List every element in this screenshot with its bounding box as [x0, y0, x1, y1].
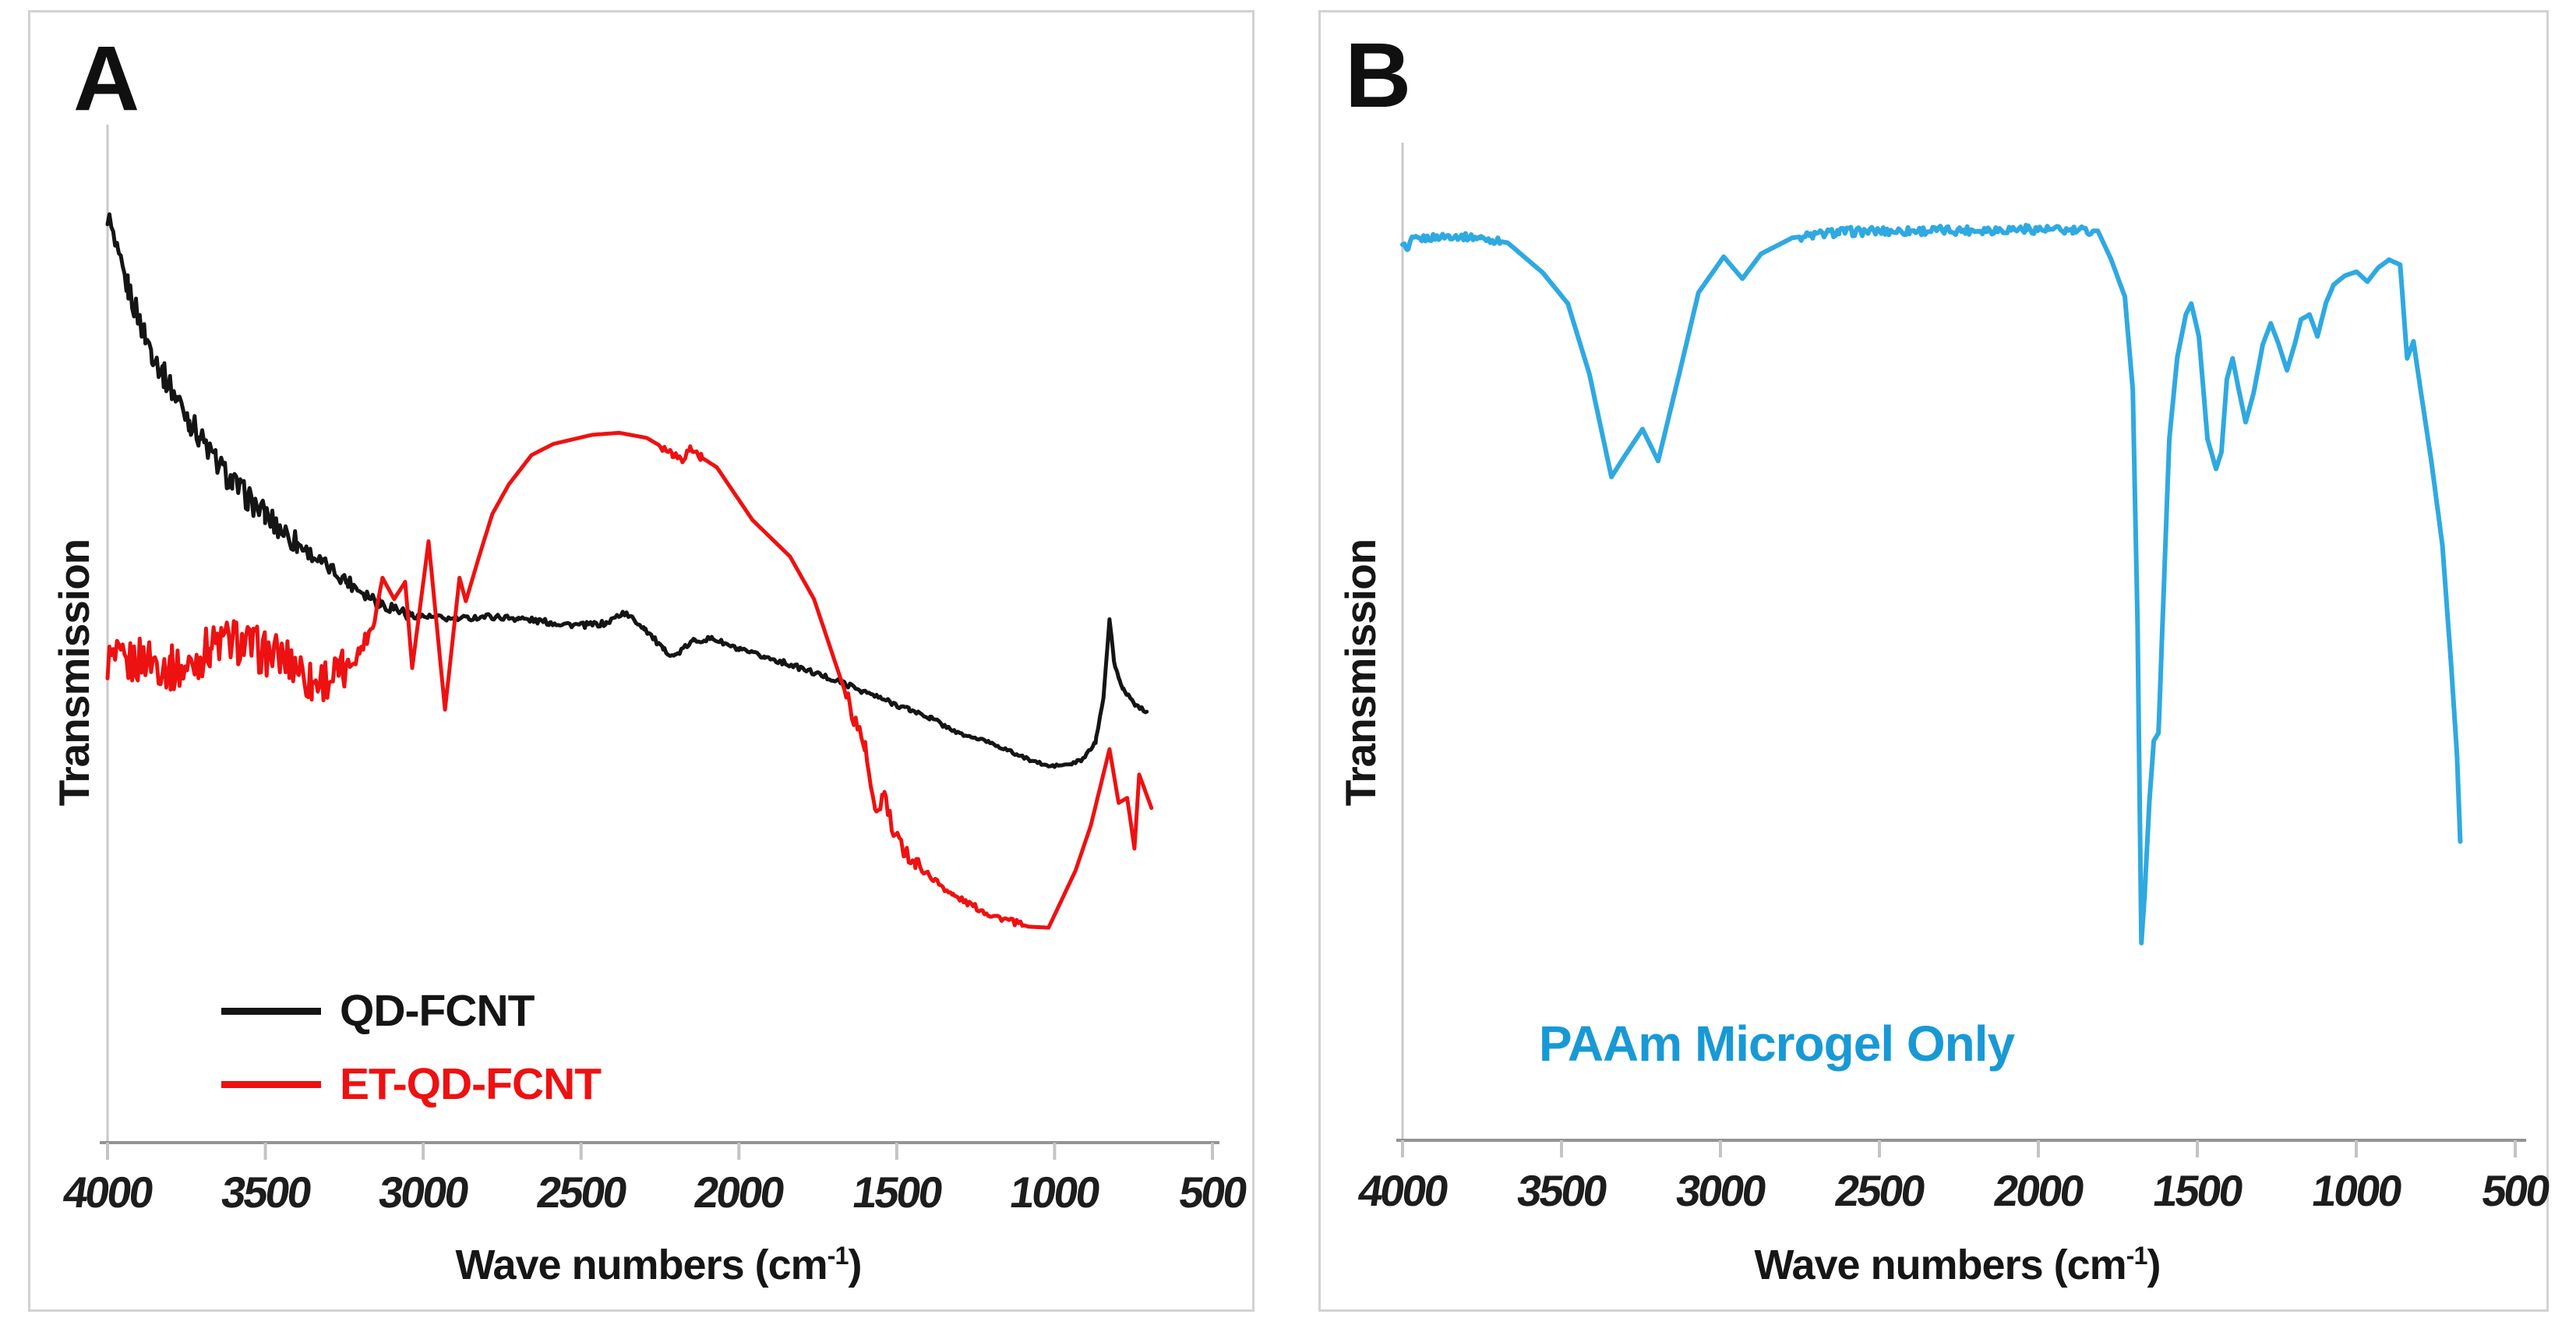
- panel-B-letter: B: [1345, 24, 1412, 127]
- panel-B-x-axis-title: Wave numbers (cm-1): [1646, 1241, 2269, 1289]
- x-axis-title-text: Wave numbers (cm: [1754, 1242, 2127, 1288]
- series-curve-qd-fcnt: [105, 212, 1149, 769]
- panel-A-plot: [100, 125, 1219, 1160]
- legend-item-qd-fcnt: QD-FCNT: [221, 987, 601, 1035]
- panel-B-series-annotation: PAAm Microgel Only: [1538, 1016, 2015, 1072]
- panel-A-border: [28, 10, 1254, 1312]
- x-axis-title-superscript: -1: [2126, 1242, 2148, 1270]
- x-axis-title-text: Wave numbers (cm: [455, 1242, 828, 1288]
- legend-label-qd-fcnt: QD-FCNT: [340, 985, 535, 1036]
- panel-B-y-axis-title: Transmission: [1336, 539, 1385, 807]
- panel-A-x-axis-title: Wave numbers (cm-1): [347, 1241, 970, 1289]
- legend-line-swatch-red: [221, 1080, 321, 1088]
- legend-item-et-qd-fcnt: ET-QD-FCNT: [221, 1058, 602, 1109]
- panel-A-letter: A: [73, 27, 140, 130]
- x-axis-title-suffix: ): [2147, 1242, 2161, 1288]
- panel-A-y-axis-title: Transmission: [50, 539, 98, 807]
- x-axis-title-suffix: ): [848, 1242, 862, 1288]
- series-curve-et-qd-fcnt: [105, 430, 1154, 930]
- legend-line-swatch-black: [221, 1007, 321, 1015]
- panel-B-plot: [1396, 143, 2526, 1157]
- legend-label-et-qd-fcnt: ET-QD-FCNT: [340, 1058, 602, 1109]
- x-axis-title-superscript: -1: [827, 1242, 849, 1270]
- panel-A-legend: QD-FCNT ET-QD-FCNT: [221, 987, 602, 1109]
- series-curve-paam-microgel-only: [1400, 222, 2463, 945]
